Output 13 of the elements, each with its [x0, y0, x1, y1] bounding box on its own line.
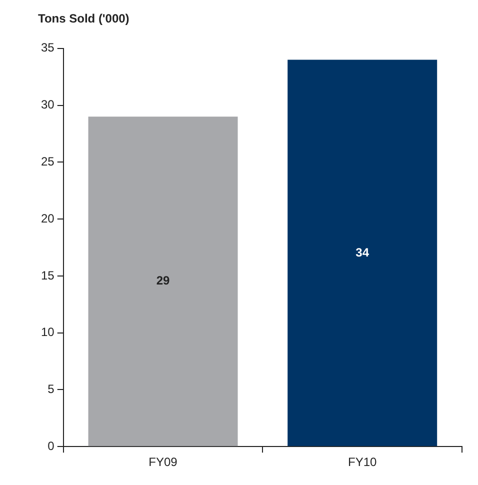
- y-tick-label: 30: [40, 98, 55, 112]
- x-tick-label: FY09: [148, 455, 178, 470]
- y-tick-label: 35: [40, 40, 55, 55]
- y-tick-label: 5: [48, 382, 55, 396]
- y-tick-label: 0: [48, 438, 55, 453]
- x-tick-label: FY10: [348, 455, 377, 470]
- y-tick-label: 20: [40, 211, 55, 226]
- y-tick-label: 10: [40, 325, 55, 340]
- chart-title: Tons Sold ('000): [38, 12, 130, 26]
- y-tick-label: 15: [40, 268, 55, 282]
- y-tick-label: 25: [40, 154, 55, 168]
- data-label: 29: [156, 274, 170, 288]
- data-label: 34: [356, 245, 370, 260]
